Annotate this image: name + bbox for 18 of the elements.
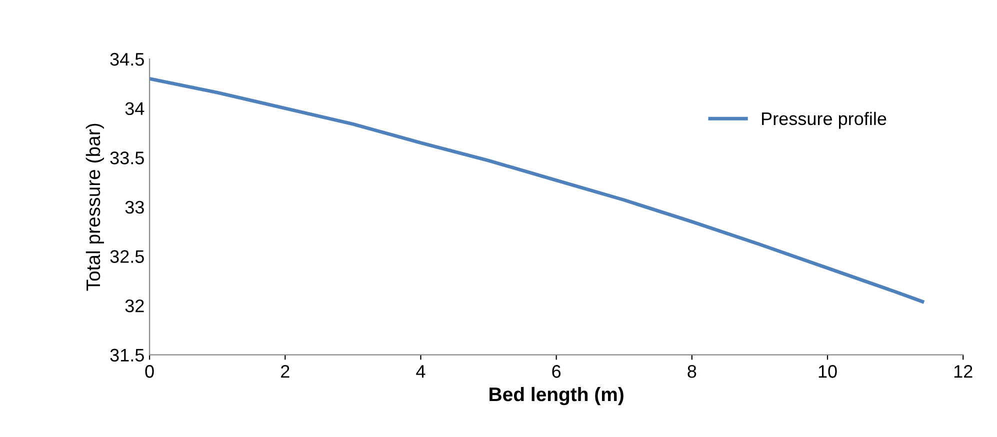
y-tick-label: 33 <box>125 200 144 214</box>
x-tick-label: 2 <box>281 365 290 378</box>
x-tick-label: 8 <box>688 365 696 378</box>
x-tick-label: 10 <box>818 365 837 378</box>
legend-label: Pressure profile <box>762 112 886 129</box>
y-tick-label: 32.5 <box>110 250 144 263</box>
x-tick-label: 6 <box>552 365 561 378</box>
line-series <box>150 76 924 304</box>
y-tick-label: 34 <box>125 102 144 116</box>
y-tick-label: 33.5 <box>110 152 144 164</box>
x-axis-title: Bed length (m) <box>490 386 624 406</box>
y-tick-label: 32 <box>125 299 144 312</box>
y-tick-label: 34.5 <box>110 52 144 66</box>
x-tick-label: 0 <box>145 365 154 378</box>
y-axis-title: Total pressure (bar) <box>86 124 104 291</box>
y-tick-label: 31.5 <box>110 348 144 362</box>
x-tick-label: 4 <box>416 365 426 378</box>
x-tick-label: 12 <box>954 365 972 378</box>
